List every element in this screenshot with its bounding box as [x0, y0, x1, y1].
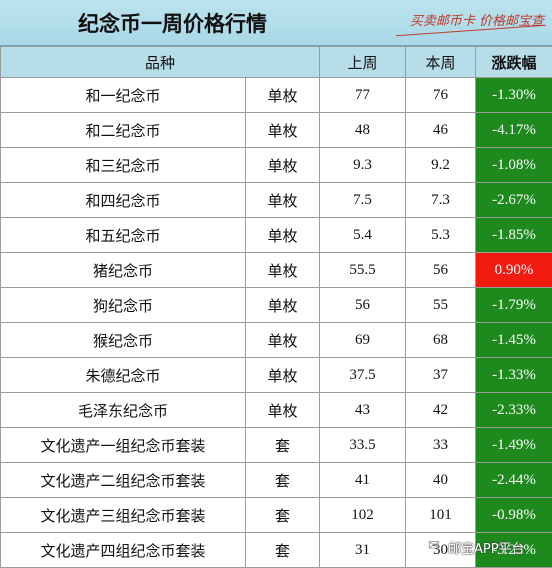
unit-cell: 单枚 — [246, 288, 320, 323]
title-bar: 纪念币一周价格行情 买卖邮币卡 价格邮宝查 — [0, 0, 552, 46]
watermark-text: 邮宝APP平台 — [448, 538, 525, 557]
unit-cell: 单枚 — [246, 358, 320, 393]
last-week-cell: 55.5 — [320, 253, 406, 288]
variety-cell: 和一纪念币 — [1, 78, 246, 113]
this-week-cell: 42 — [406, 393, 476, 428]
last-week-cell: 33.5 — [320, 428, 406, 463]
variety-cell: 和三纪念币 — [1, 148, 246, 183]
variety-cell: 猪纪念币 — [1, 253, 246, 288]
unit-cell: 单枚 — [246, 323, 320, 358]
col-header-variety: 品种 — [1, 47, 320, 78]
unit-cell: 单枚 — [246, 253, 320, 288]
this-week-cell: 55 — [406, 288, 476, 323]
variety-cell: 朱德纪念币 — [1, 358, 246, 393]
this-week-cell: 101 — [406, 498, 476, 533]
last-week-cell: 48 — [320, 113, 406, 148]
change-cell: -1.30% — [476, 78, 552, 113]
last-week-cell: 69 — [320, 323, 406, 358]
this-week-cell: 46 — [406, 113, 476, 148]
last-week-cell: 56 — [320, 288, 406, 323]
change-cell: -1.49% — [476, 428, 552, 463]
variety-cell: 文化遗产三组纪念币套装 — [1, 498, 246, 533]
table-header-row: 品种 上周 本周 涨跌幅 — [1, 47, 552, 78]
unit-cell: 单枚 — [246, 148, 320, 183]
unit-cell: 单枚 — [246, 218, 320, 253]
last-week-cell: 5.4 — [320, 218, 406, 253]
page-title: 纪念币一周价格行情 — [78, 8, 267, 38]
change-cell: -1.33% — [476, 358, 552, 393]
col-header-this-week: 本周 — [406, 47, 476, 78]
this-week-cell: 40 — [406, 463, 476, 498]
this-week-cell: 56 — [406, 253, 476, 288]
change-cell: -2.67% — [476, 183, 552, 218]
last-week-cell: 31 — [320, 533, 406, 568]
unit-cell: 单枚 — [246, 183, 320, 218]
last-week-cell: 7.5 — [320, 183, 406, 218]
unit-cell: 单枚 — [246, 78, 320, 113]
unit-cell: 单枚 — [246, 393, 320, 428]
unit-cell: 单枚 — [246, 113, 320, 148]
change-cell: 0.90% — [476, 253, 552, 288]
unit-cell: 套 — [246, 463, 320, 498]
variety-cell: 毛泽东纪念币 — [1, 393, 246, 428]
last-week-cell: 41 — [320, 463, 406, 498]
this-week-cell: 37 — [406, 358, 476, 393]
change-cell: -1.85% — [476, 218, 552, 253]
unit-cell: 套 — [246, 428, 320, 463]
last-week-cell: 9.3 — [320, 148, 406, 183]
last-week-cell: 102 — [320, 498, 406, 533]
this-week-cell: 68 — [406, 323, 476, 358]
change-cell: -1.45% — [476, 323, 552, 358]
this-week-cell: 5.3 — [406, 218, 476, 253]
last-week-cell: 77 — [320, 78, 406, 113]
variety-cell: 和五纪念币 — [1, 218, 246, 253]
change-cell: -1.79% — [476, 288, 552, 323]
change-cell: -2.44% — [476, 463, 552, 498]
change-cell: -4.17% — [476, 113, 552, 148]
wechat-icon: ✉ — [428, 538, 446, 554]
this-week-cell: 33 — [406, 428, 476, 463]
unit-cell: 套 — [246, 533, 320, 568]
variety-cell: 和四纪念币 — [1, 183, 246, 218]
change-cell: -0.98% — [476, 498, 552, 533]
col-header-change: 涨跌幅 — [476, 47, 552, 78]
last-week-cell: 37.5 — [320, 358, 406, 393]
col-header-last-week: 上周 — [320, 47, 406, 78]
variety-cell: 文化遗产二组纪念币套装 — [1, 463, 246, 498]
change-cell: -2.33% — [476, 393, 552, 428]
this-week-cell: 9.2 — [406, 148, 476, 183]
variety-cell: 文化遗产四组纪念币套装 — [1, 533, 246, 568]
this-week-cell: 76 — [406, 78, 476, 113]
variety-cell: 猴纪念币 — [1, 323, 246, 358]
this-week-cell: 7.3 — [406, 183, 476, 218]
change-cell: -1.08% — [476, 148, 552, 183]
unit-cell: 套 — [246, 498, 320, 533]
variety-cell: 狗纪念币 — [1, 288, 246, 323]
last-week-cell: 43 — [320, 393, 406, 428]
variety-cell: 和二纪念币 — [1, 113, 246, 148]
variety-cell: 文化遗产一组纪念币套装 — [1, 428, 246, 463]
